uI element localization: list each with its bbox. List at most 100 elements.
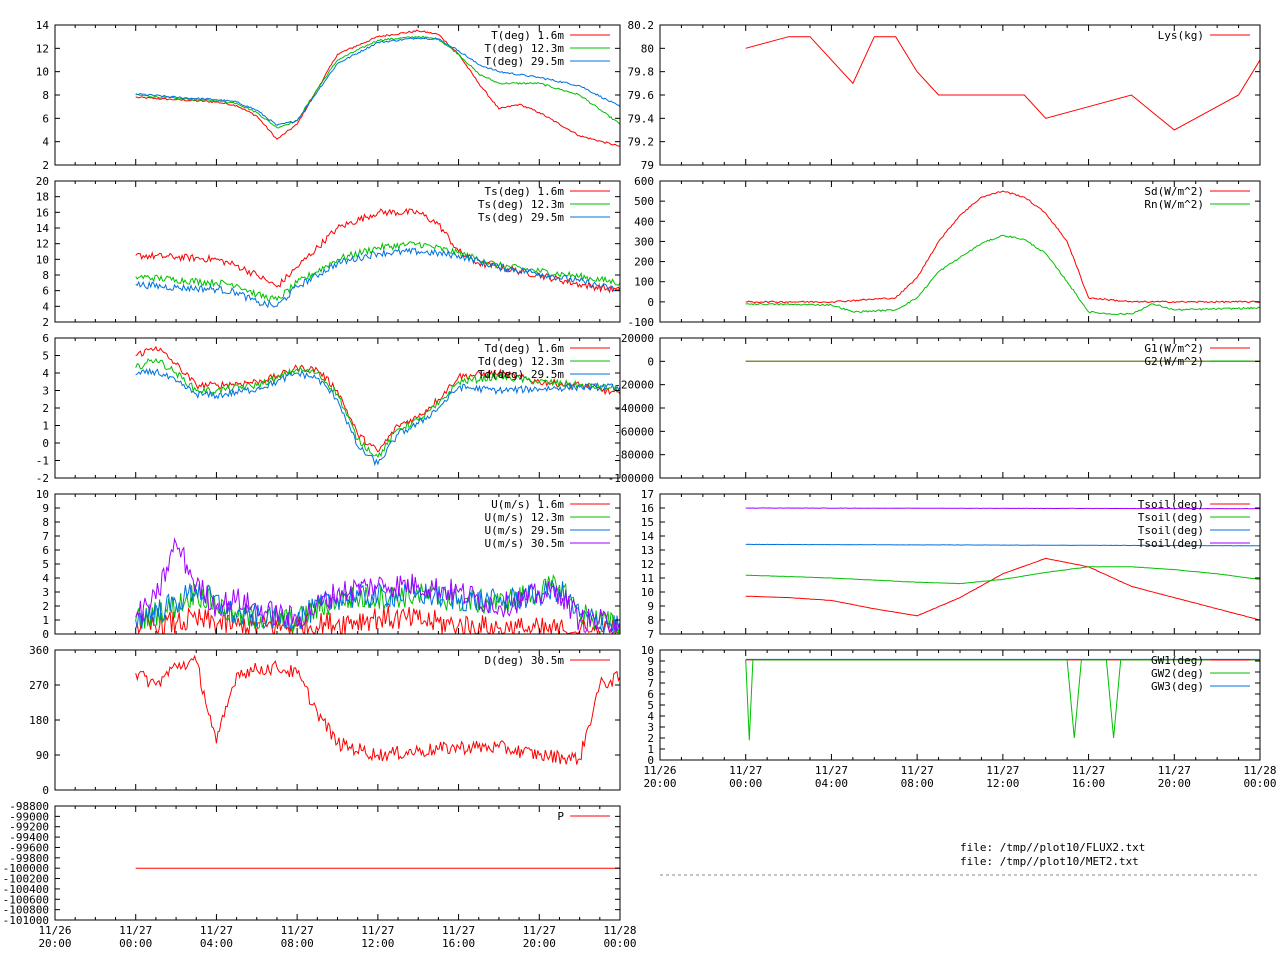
y-tick-label: 90 <box>36 749 49 762</box>
legend-label: G1(W/m^2) <box>1144 342 1204 355</box>
x-tick-date-label: 11/27 <box>361 924 394 937</box>
y-tick-label: 4 <box>42 572 49 585</box>
y-tick-label: -100800 <box>3 904 49 917</box>
y-tick-label: -80000 <box>614 449 654 462</box>
series-line-dewpoint-2 <box>135 367 620 467</box>
legend-label: Td(deg) 29.5m <box>478 368 564 381</box>
x-tick-time-label: 20:00 <box>1158 777 1191 790</box>
y-tick-label: -101000 <box>3 914 49 927</box>
legend-label: GW2(deg) <box>1151 667 1204 680</box>
y-tick-label: 17 <box>641 488 654 501</box>
y-tick-label: 8 <box>647 614 654 627</box>
x-tick-time-label: 08:00 <box>281 937 314 950</box>
y-tick-label: 10 <box>641 586 654 599</box>
x-tick-date-label: 11/28 <box>603 924 636 937</box>
legend-label: P <box>557 810 564 823</box>
x-tick-date-label: 11/27 <box>986 764 1019 777</box>
x-tick-date-label: 11/28 <box>1243 764 1276 777</box>
y-tick-label: 4 <box>42 367 49 380</box>
y-tick-label: 9 <box>42 502 49 515</box>
series-line-dewpoint-0 <box>135 345 620 453</box>
series-line-radiation-0 <box>745 190 1260 304</box>
legend-label: GW1(deg) <box>1151 654 1204 667</box>
legend-label: Td(deg) 12.3m <box>478 355 564 368</box>
x-tick-date-label: 11/27 <box>901 764 934 777</box>
y-tick-label: 180 <box>29 714 49 727</box>
x-tick-date-label: 11/27 <box>523 924 556 937</box>
legend-label: G2(W/m^2) <box>1144 355 1204 368</box>
y-tick-label: 16 <box>641 502 654 515</box>
series-line-soil-temperature-2 <box>745 543 1260 547</box>
y-tick-label: 6 <box>647 688 654 701</box>
x-tick-date-label: 11/27 <box>200 924 233 937</box>
legend-label: Td(deg) 1.6m <box>485 342 565 355</box>
x-tick-time-label: 00:00 <box>603 937 636 950</box>
series-line-surface-temperature-1 <box>135 241 620 303</box>
x-tick-date-label: 11/27 <box>281 924 314 937</box>
legend-label: T(deg) 12.3m <box>485 42 565 55</box>
legend-label: Lys(kg) <box>1158 29 1204 42</box>
legend-label: D(deg) 30.5m <box>485 654 565 667</box>
y-tick-label: 10 <box>36 253 49 266</box>
x-tick-time-label: 00:00 <box>1243 777 1276 790</box>
x-tick-time-label: 04:00 <box>200 937 233 950</box>
panel-lysimeter: 79 79.2 79.4 79.6 79.8 80 80.2 Lys(kg) <box>628 19 1261 172</box>
y-tick-label: -100400 <box>3 883 49 896</box>
y-tick-label: 4 <box>647 710 654 723</box>
y-tick-label: -98800 <box>9 800 49 813</box>
y-tick-label: 14 <box>36 222 50 235</box>
y-tick-label: 7 <box>42 530 49 543</box>
y-tick-label: 1 <box>42 614 49 627</box>
y-tick-label: 9 <box>647 655 654 668</box>
series-line-wind-speed-2 <box>135 579 620 634</box>
series-line-surface-temperature-2 <box>135 247 620 309</box>
y-tick-label: 8 <box>647 666 654 679</box>
legend-label: Tsoil(deg) <box>1138 498 1204 511</box>
y-tick-label: 500 <box>634 195 654 208</box>
y-tick-label: 2 <box>42 600 49 613</box>
x-tick-date-label: 11/26 <box>38 924 71 937</box>
y-tick-label: 79.8 <box>628 66 655 79</box>
x-tick-date-label: 11/27 <box>1072 764 1105 777</box>
y-tick-label: 12 <box>36 238 49 251</box>
y-tick-label: 8 <box>42 269 49 282</box>
y-tick-label: 16 <box>36 206 49 219</box>
y-tick-label: 2 <box>42 402 49 415</box>
y-tick-label: 270 <box>29 679 49 692</box>
y-tick-label: 14 <box>641 530 655 543</box>
y-tick-label: 2 <box>647 732 654 745</box>
y-tick-label: 3 <box>42 385 49 398</box>
series-line-radiation-1 <box>745 234 1260 316</box>
y-tick-label: 79.6 <box>628 89 655 102</box>
y-tick-label: 7 <box>647 677 654 690</box>
file-label-1: file: /tmp//plot10/FLUX2.txt <box>960 841 1145 854</box>
series-line-soil-temperature-1 <box>745 566 1260 585</box>
y-tick-label: -99200 <box>9 821 49 834</box>
legend-label: Ts(deg) 12.3m <box>478 198 564 211</box>
y-tick-label: 15 <box>641 516 654 529</box>
panel-groundwater: 01234567891011/2620:0011/2700:0011/2704:… <box>641 644 1277 790</box>
panel-pressure: -101000-100800-100600-100400-100200-1000… <box>3 800 637 950</box>
y-tick-label: -99600 <box>9 841 49 854</box>
x-tick-date-label: 11/27 <box>442 924 475 937</box>
legend-label: Ts(deg) 1.6m <box>485 185 565 198</box>
y-tick-label: 600 <box>634 175 654 188</box>
y-tick-label: -20000 <box>614 379 654 392</box>
y-tick-label: 200 <box>634 256 654 269</box>
legend-label: Rn(W/m^2) <box>1144 198 1204 211</box>
y-tick-label: 9 <box>647 600 654 613</box>
x-tick-time-label: 20:00 <box>643 777 676 790</box>
legend-label: Ts(deg) 29.5m <box>478 211 564 224</box>
x-tick-time-label: 00:00 <box>729 777 762 790</box>
series-line-temperature-2 <box>135 37 620 126</box>
file-label-2: file: /tmp//plot10/MET2.txt <box>960 855 1139 868</box>
y-tick-label: -100600 <box>3 893 49 906</box>
y-tick-label: 5 <box>647 699 654 712</box>
y-tick-label: -99000 <box>9 810 49 823</box>
legend-label: U(m/s) 30.5m <box>485 537 565 550</box>
x-tick-time-label: 12:00 <box>986 777 1019 790</box>
legend-label: Tsoil(deg) <box>1138 524 1204 537</box>
y-tick-label: 20000 <box>621 332 654 345</box>
